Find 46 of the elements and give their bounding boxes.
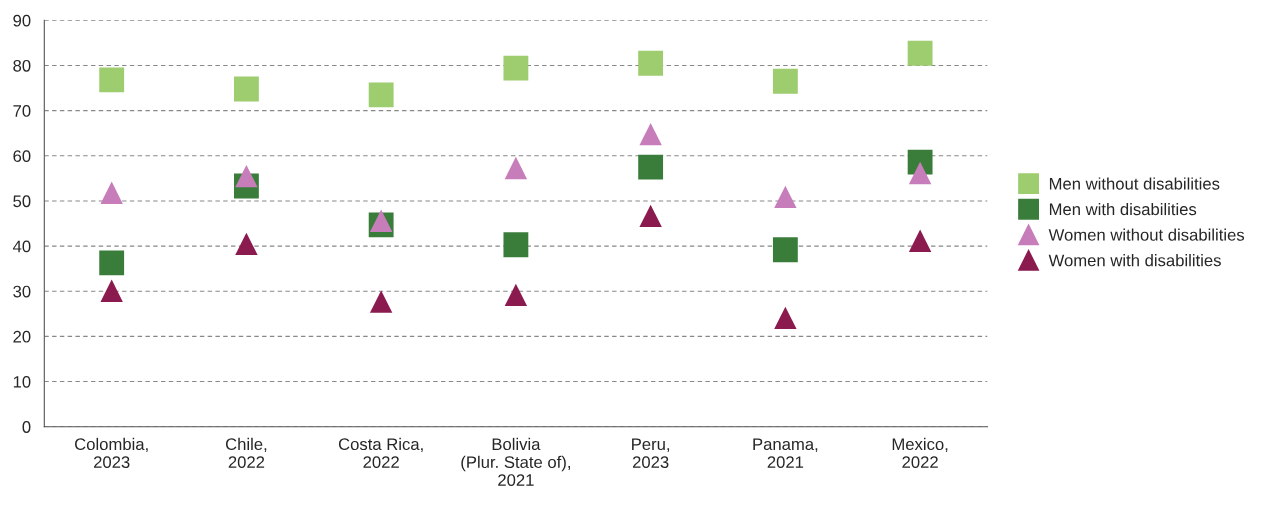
legend-label: Men without disabilities [1049,177,1220,190]
point [638,50,664,76]
y-tick-label: 60 [13,150,31,162]
legend-label: Men with disabilities [1049,202,1197,216]
y-tick-label: 70 [13,105,31,117]
x-tick-label: Mexico, 2022 [892,437,948,469]
point [100,181,123,205]
legend-label: Women without disabilities [1048,228,1245,241]
point [503,232,529,258]
x-tick-label: Chile, 2022 [225,437,267,469]
y-tick-label: 90 [13,14,31,27]
point [235,232,258,256]
y-tick-label: 80 [13,59,31,72]
x-tick-label: Colombia, 2023 [75,437,148,469]
legend-label: Women with disabilities [1048,254,1221,267]
point [774,185,797,209]
point [234,76,259,102]
y-tick-label: 40 [12,240,31,253]
x-tick-label: Panama, 2021 [753,438,818,469]
point [99,250,125,276]
y-tick-label: 10 [13,375,31,388]
point [504,156,528,180]
point [503,55,529,81]
y-tick-label: 30 [13,285,31,298]
point [772,68,798,94]
point [369,209,393,233]
point [908,161,932,185]
point [638,154,664,180]
x-tick-label: Bolivia (Plur. State of), 2021 [461,437,570,486]
point [907,40,933,66]
point [100,279,123,302]
x-tick-label: Peru, 2023 [632,438,670,469]
y-tick-label: 20 [13,330,31,343]
point [639,204,662,228]
point [369,290,393,313]
point [772,237,798,263]
point [235,164,258,188]
y-tick-label: 0 [22,421,31,433]
y-tick-label: 50 [13,195,31,208]
x-tick-label: Costa Rica, 2022 [338,437,423,469]
point [639,122,662,146]
point [368,82,394,108]
point [774,306,797,330]
point [908,229,932,252]
point [504,283,528,307]
point [99,67,125,93]
